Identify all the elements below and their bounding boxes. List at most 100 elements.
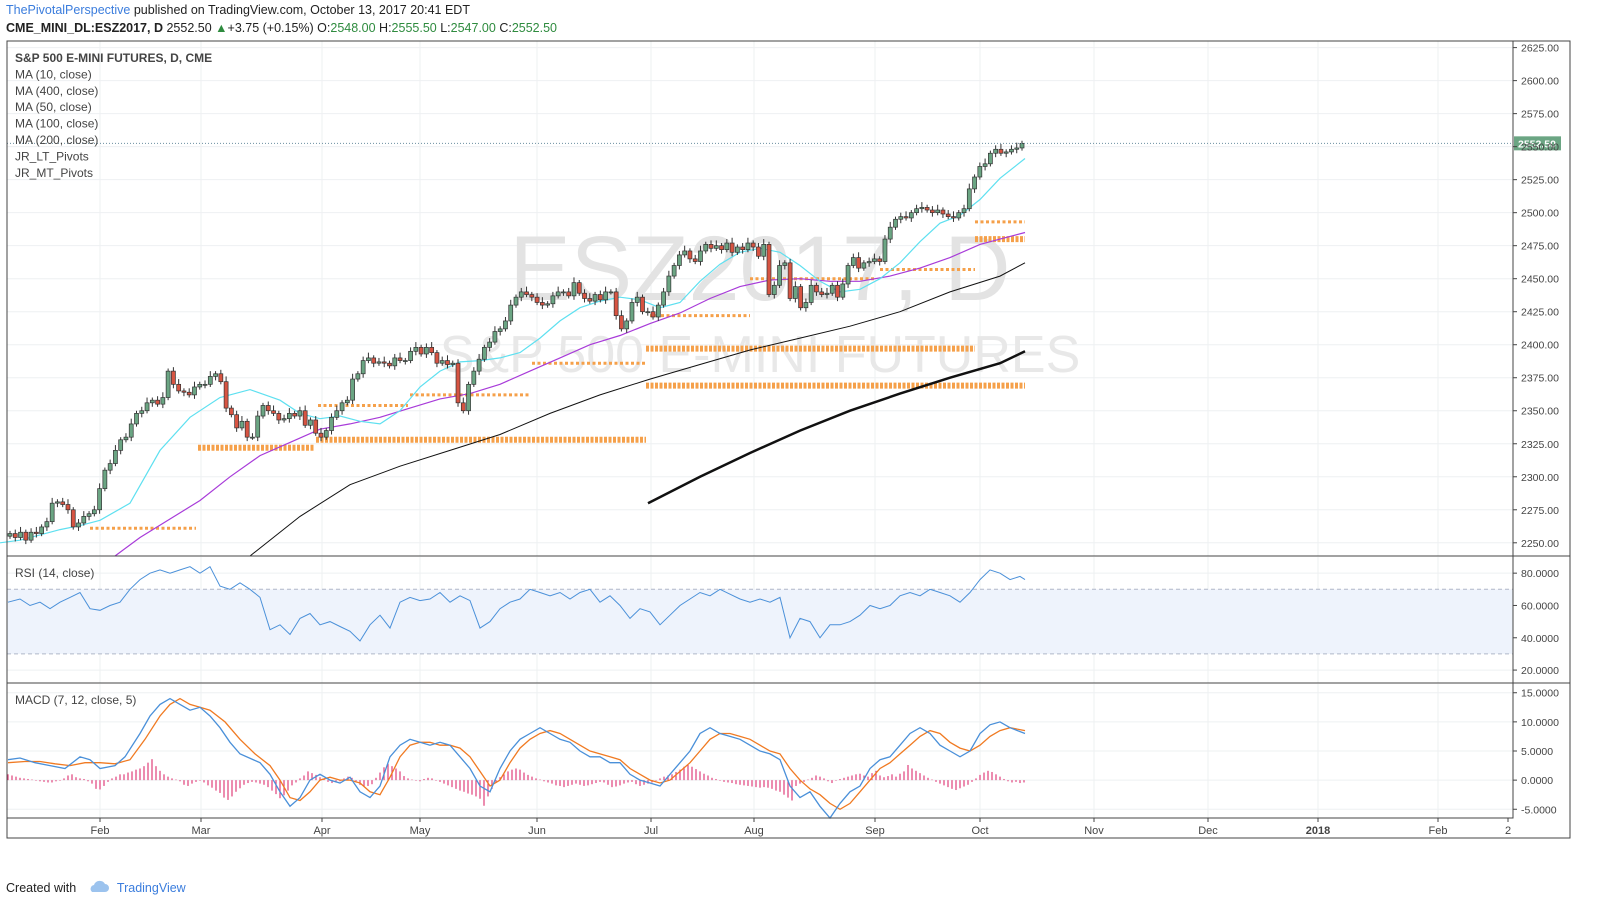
time-axis-label: Apr bbox=[313, 825, 330, 837]
indicator-legend-item[interactable]: MA (200, close) bbox=[15, 133, 98, 147]
candle-body bbox=[940, 209, 946, 215]
candle-body bbox=[982, 163, 988, 167]
candle-body bbox=[756, 246, 761, 257]
indicator-legend-item[interactable]: MA (100, close) bbox=[15, 117, 98, 131]
candle-body bbox=[887, 226, 893, 240]
chart-title[interactable]: S&P 500 E-MINI FUTURES, D, CME bbox=[15, 51, 212, 65]
tradingview-link[interactable]: TradingView bbox=[116, 880, 186, 895]
macd-legend-label: MACD (7, 12, close, 5) bbox=[15, 693, 136, 707]
macd-axis-label: -5.0000 bbox=[1521, 804, 1557, 816]
candle-body bbox=[587, 298, 593, 302]
candle-body bbox=[835, 284, 840, 298]
candle-body bbox=[650, 311, 656, 318]
indicator-legend-item[interactable]: JR_MT_Pivots bbox=[15, 166, 93, 180]
candle-body bbox=[381, 361, 387, 364]
candle-body bbox=[497, 328, 503, 332]
candle-body bbox=[482, 347, 487, 360]
time-axis-label: May bbox=[410, 825, 431, 837]
candle-body bbox=[582, 292, 587, 299]
candle-body bbox=[313, 419, 319, 434]
candle-body bbox=[534, 296, 540, 303]
candle-body bbox=[793, 286, 798, 299]
candle-body bbox=[302, 410, 308, 426]
candle-body bbox=[703, 244, 709, 252]
macd-axis-label: 15.0000 bbox=[1521, 688, 1559, 700]
time-axis-label: Oct bbox=[971, 825, 988, 837]
price-axis-label: 2600.00 bbox=[1521, 76, 1559, 88]
candle-body bbox=[1019, 142, 1025, 149]
candle-body bbox=[856, 257, 861, 269]
time-axis-label: Dec bbox=[1198, 825, 1218, 837]
candle-body bbox=[597, 294, 603, 301]
candle-body bbox=[1003, 151, 1009, 154]
candle-body bbox=[397, 357, 403, 361]
candle-body bbox=[118, 439, 124, 451]
candle-body bbox=[803, 302, 809, 309]
candle-body bbox=[745, 242, 751, 250]
candle-body bbox=[139, 410, 145, 414]
candle-body bbox=[561, 291, 566, 294]
candle-body bbox=[866, 261, 872, 264]
candle-body bbox=[951, 216, 956, 219]
candle-body bbox=[434, 352, 440, 364]
candle-body bbox=[292, 413, 297, 417]
rsi-band bbox=[7, 589, 1513, 654]
candle-body bbox=[392, 357, 398, 367]
created-with-text: Created with bbox=[6, 880, 77, 895]
indicator-legend-item[interactable]: MA (400, close) bbox=[15, 84, 98, 98]
candle-body bbox=[229, 407, 234, 416]
candle-body bbox=[645, 311, 651, 314]
candle-body bbox=[355, 373, 361, 380]
up-arrow-icon: ▲ bbox=[215, 21, 228, 35]
candle-body bbox=[518, 291, 524, 298]
candle-body bbox=[882, 238, 888, 262]
price-axis-label: 2375.00 bbox=[1521, 373, 1559, 385]
last-price: 2552.50 bbox=[166, 21, 212, 35]
candle-body bbox=[713, 245, 719, 249]
candle-body bbox=[972, 176, 977, 190]
candle-body bbox=[113, 450, 118, 464]
candle-body bbox=[171, 370, 176, 385]
macd-axis-label: 10.0000 bbox=[1521, 717, 1559, 729]
candle-body bbox=[471, 370, 477, 385]
indicator-legend-item[interactable]: MA (10, close) bbox=[15, 67, 92, 81]
candle-body bbox=[223, 381, 229, 409]
rsi-axis-label: 60.0000 bbox=[1521, 600, 1559, 612]
candle-body bbox=[234, 414, 239, 429]
price-axis-label: 2300.00 bbox=[1521, 472, 1559, 484]
candle-body bbox=[540, 302, 545, 306]
candle-body bbox=[966, 188, 972, 210]
candle-body bbox=[387, 362, 392, 367]
candle-body bbox=[640, 296, 645, 313]
price-axis-label: 2525.00 bbox=[1521, 175, 1559, 187]
author-link[interactable]: ThePivotalPerspective bbox=[6, 3, 131, 17]
candle-body bbox=[576, 282, 582, 294]
candle-body bbox=[677, 254, 682, 266]
indicator-legend-item[interactable]: JR_LT_Pivots bbox=[15, 149, 89, 163]
candle-body bbox=[7, 533, 13, 537]
time-axis-label: Nov bbox=[1084, 825, 1104, 837]
candle-body bbox=[450, 362, 456, 365]
watermark-name: S&P 500 E-MINI FUTURES bbox=[440, 326, 1081, 384]
price-axis-label: 2425.00 bbox=[1521, 307, 1559, 319]
candle-body bbox=[23, 531, 29, 541]
candle-body bbox=[603, 291, 608, 301]
candle-body bbox=[845, 265, 851, 285]
candle-body bbox=[529, 294, 535, 298]
candle-body bbox=[919, 207, 925, 210]
candle-body bbox=[460, 402, 466, 412]
time-axis-label: Jun bbox=[528, 825, 546, 837]
candle-body bbox=[571, 282, 577, 297]
candle-body bbox=[218, 373, 224, 383]
indicator-legend-item[interactable]: MA (50, close) bbox=[15, 100, 92, 114]
candle-body bbox=[202, 383, 208, 386]
candle-body bbox=[787, 262, 793, 299]
candle-body bbox=[128, 423, 134, 438]
candle-body bbox=[513, 296, 519, 306]
candle-body bbox=[44, 521, 50, 528]
price-axis-label: 2350.00 bbox=[1521, 406, 1559, 418]
candle-body bbox=[961, 208, 967, 214]
candle-body bbox=[566, 291, 572, 297]
time-axis-label: Feb bbox=[1429, 825, 1448, 837]
